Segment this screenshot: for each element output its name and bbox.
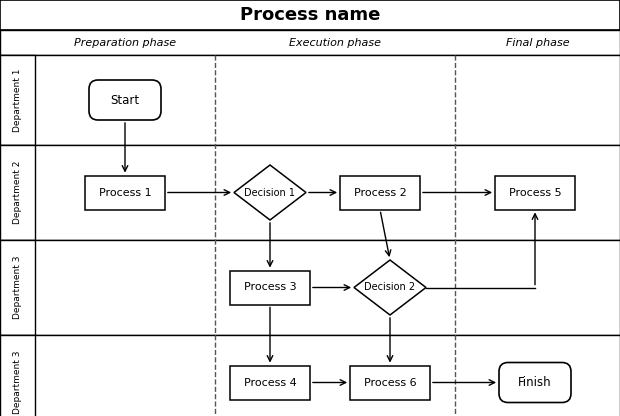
Text: Process name: Process name [240, 6, 380, 24]
Text: Decision 2: Decision 2 [365, 282, 415, 292]
Text: Decision 1: Decision 1 [244, 188, 296, 198]
Bar [0, 145, 620, 240]
Bar [0, 0, 620, 30]
Text: Process 4: Process 4 [244, 377, 296, 387]
Bar [0, 55, 35, 145]
Text: Department 2: Department 2 [13, 161, 22, 224]
Text: Preparation phase: Preparation phase [74, 37, 176, 47]
Bar [0, 55, 620, 145]
Text: Start: Start [110, 94, 140, 106]
Bar [0, 240, 35, 335]
Text: Finish: Finish [518, 376, 552, 389]
Text: Department 3: Department 3 [13, 256, 22, 319]
Text: Department 3: Department 3 [13, 351, 22, 414]
Bar [350, 366, 430, 399]
Bar [85, 176, 165, 210]
Text: Process 1: Process 1 [99, 188, 151, 198]
Text: Process 5: Process 5 [508, 188, 561, 198]
Text: Final phase: Final phase [506, 37, 569, 47]
Polygon shape [234, 165, 306, 220]
FancyBboxPatch shape [89, 80, 161, 120]
Bar [340, 176, 420, 210]
Text: Process 6: Process 6 [364, 377, 416, 387]
Text: Execution phase: Execution phase [289, 37, 381, 47]
Bar [230, 366, 310, 399]
Bar [0, 240, 620, 335]
Text: Department 1: Department 1 [13, 68, 22, 132]
FancyBboxPatch shape [499, 362, 571, 403]
Bar [230, 270, 310, 305]
Bar [0, 335, 35, 416]
Bar [0, 30, 620, 55]
Text: Process 3: Process 3 [244, 282, 296, 292]
Bar [0, 335, 620, 416]
Text: Process 2: Process 2 [353, 188, 406, 198]
Bar [0, 145, 35, 240]
Polygon shape [354, 260, 426, 315]
Bar [495, 176, 575, 210]
